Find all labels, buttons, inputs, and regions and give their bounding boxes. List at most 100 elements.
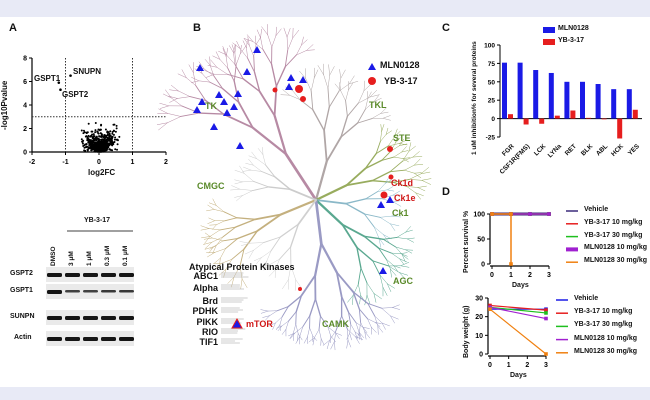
kinome-branch (363, 83, 372, 92)
kinome-branch (235, 218, 256, 228)
kinome-branch (281, 306, 289, 318)
kinome-yb317-hit (380, 191, 388, 199)
kinome-branch (378, 247, 392, 254)
kinome-mln0128-hit (230, 103, 238, 110)
kinome-branch (314, 198, 323, 246)
kinome-branch (265, 164, 276, 178)
kinome-branch (373, 97, 382, 102)
kinome-branch (417, 185, 427, 188)
kinome-branch (234, 52, 237, 66)
kinome-branch (302, 315, 311, 328)
bar-yb317-fgr (508, 114, 513, 119)
d-x-tick-label: 0 (488, 362, 492, 369)
kinome-branch (308, 337, 315, 343)
kinome-branch (309, 298, 317, 317)
kinome-branch (366, 282, 375, 294)
kinome-branch (236, 217, 256, 221)
kinome-branch (328, 90, 340, 108)
bar-yb317-lyna (554, 115, 560, 119)
kinome-branch (167, 113, 182, 117)
volcano-point (101, 150, 104, 153)
volcano-point (85, 143, 88, 146)
kinome-branch (345, 202, 366, 215)
mtor-hit-icon (231, 317, 243, 329)
kinome-branch (349, 80, 359, 85)
kinome-branch (226, 54, 236, 65)
d-legend-label: MLN0128 30 mg/kg (584, 257, 648, 265)
kinome-mln0128-hit (253, 46, 261, 53)
kinome-branch (156, 122, 168, 125)
volcano-point (98, 146, 101, 149)
d-series-point (488, 307, 492, 311)
kinome-branch (275, 26, 277, 36)
volcano-point (111, 132, 114, 135)
kinome-branch (260, 264, 270, 267)
kinome-branch (234, 179, 243, 183)
kinome-branch (415, 192, 424, 197)
volcano-point (97, 139, 100, 142)
kinome-branch (329, 66, 335, 76)
d-series-line (489, 306, 547, 320)
bar-legend-yb: YB-3-17 (558, 37, 585, 44)
kinome-branch (260, 37, 264, 50)
kinome-branch (250, 242, 264, 244)
kinome-branch (371, 113, 381, 119)
kinome-branch (206, 209, 215, 212)
kinome-branch (307, 327, 310, 338)
kinome-branch (272, 322, 276, 330)
kinome-branch (267, 186, 291, 190)
bar-yb317-yes (632, 109, 638, 119)
kinome-branch (245, 163, 254, 166)
kinome-branch (382, 118, 391, 121)
kinome-branch (215, 205, 225, 213)
d-y-tick-label: 10 (475, 333, 483, 340)
kinome-branch (408, 145, 416, 152)
kinome-mln0128-hit (285, 83, 293, 90)
kinome-mln0128-hit (377, 201, 385, 208)
bar-y-tick-label: 100 (484, 43, 495, 50)
kinome-branch (381, 322, 386, 330)
panel-b-label: B (193, 22, 201, 34)
kinome-branch (207, 204, 215, 210)
kinome-branch (404, 164, 415, 171)
lane-label: DMSO (50, 246, 57, 267)
kinome-branch (373, 226, 384, 235)
kinome-mln0128-hit (223, 109, 231, 116)
bar-legend-mln: MLN0128 (558, 25, 589, 32)
kinome-branch (295, 294, 303, 313)
kinome-branch (367, 303, 376, 317)
blot-band (119, 337, 134, 341)
kinome-branch (260, 28, 262, 38)
d-series-point (544, 352, 548, 356)
blot-band (101, 316, 116, 320)
kinome-branch (212, 55, 221, 60)
d-series-point (509, 262, 513, 266)
kinome-branch (158, 122, 168, 131)
kinome-branch (303, 336, 308, 344)
volcano-point (101, 140, 104, 143)
d-series-point (490, 212, 494, 216)
blot-band (119, 273, 134, 277)
kinome-branch (234, 195, 243, 198)
kinome-branch (254, 257, 262, 261)
kinome-branch (267, 34, 273, 48)
kinome-branch (306, 49, 315, 51)
kinome-branch (292, 90, 301, 100)
kinome-branch (297, 199, 317, 226)
volcano-point (97, 137, 100, 140)
bar-legend-mln-swatch (543, 27, 555, 33)
volcano-point (104, 142, 107, 145)
kinome-branch (349, 75, 355, 85)
kinome-branch (349, 332, 352, 341)
kinome-branch (285, 320, 289, 330)
kinome-branch (260, 309, 269, 312)
kinome-branch (251, 126, 288, 156)
kinome-branch (413, 164, 424, 166)
kinome-branch (247, 57, 255, 73)
kinome-branch (363, 213, 381, 218)
volcano-point (94, 137, 97, 140)
family-label-ck1: Ck1 (392, 208, 409, 218)
kinome-branch (381, 307, 393, 309)
kinome-branch (327, 74, 330, 89)
kinome-branch (264, 315, 270, 321)
